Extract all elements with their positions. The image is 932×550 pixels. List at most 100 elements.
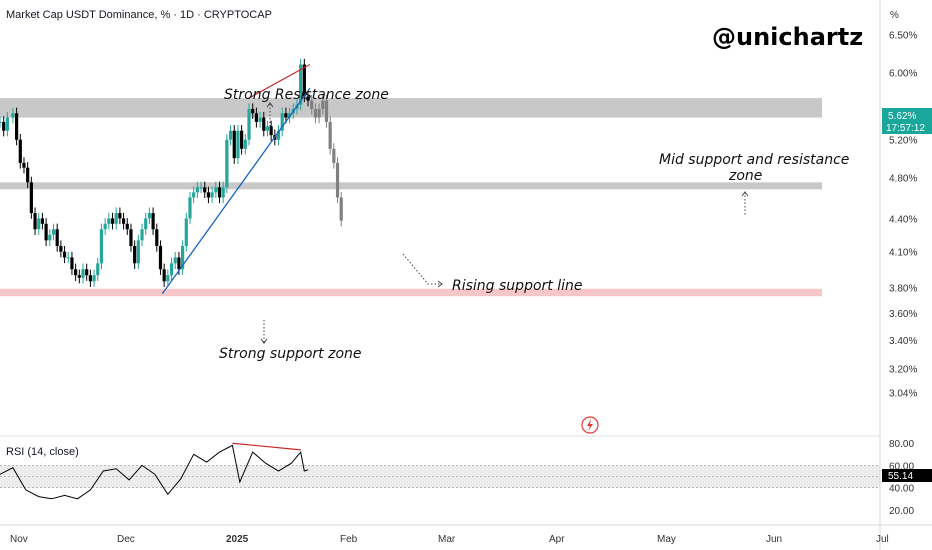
- candle-72: [265, 126, 270, 131]
- rsi-badge: 55.14: [882, 469, 932, 482]
- candle-65: [240, 130, 244, 149]
- annotation-rising: Rising support line: [452, 278, 582, 294]
- forecast-candle-3: [321, 100, 325, 109]
- candle-10: [37, 218, 41, 230]
- candle-57: [210, 192, 214, 198]
- candle-36: [133, 245, 137, 264]
- candle-35: [129, 229, 133, 246]
- price-tick-3: 4.80%: [889, 173, 917, 184]
- rsi-label: RSI (14, close): [6, 446, 79, 458]
- rsi-axis: 80.00 60.00 40.00 20.00: [889, 439, 914, 517]
- forecast-candle-6: [332, 148, 336, 163]
- candle-55: [203, 187, 207, 193]
- forecast-candle-1: [313, 108, 318, 118]
- candle-32: [118, 213, 122, 219]
- price-axis: 6.50% 6.00% 5.20% 4.80% 4.40% 4.10% 3.80% 3.60%…: [889, 31, 917, 400]
- rsi-badge-value: 55.14: [888, 471, 913, 482]
- candle-43: [158, 245, 163, 270]
- candle-66: [243, 139, 247, 149]
- candle-48: [177, 257, 181, 270]
- x-tick-8: Jul: [876, 534, 889, 545]
- candle-1: [2, 121, 6, 131]
- candle-62: [228, 130, 233, 140]
- candle-45: [166, 275, 170, 282]
- candle-67: [247, 108, 251, 140]
- price-tick-4: 4.40%: [889, 214, 917, 225]
- candle-47: [173, 257, 177, 264]
- candle-11: [40, 218, 45, 224]
- x-tick-5: Apr: [549, 534, 565, 545]
- candle-29: [107, 218, 111, 224]
- candle-58: [214, 187, 218, 193]
- candle-14: [51, 229, 56, 235]
- lightning-icon[interactable]: [581, 416, 599, 434]
- annotation-support: Strong support zone: [219, 346, 362, 362]
- rsi-layer: [0, 442, 880, 500]
- x-tick-1: Dec: [117, 534, 135, 545]
- price-tick-8: 3.40%: [889, 336, 917, 347]
- candle-82: [302, 64, 306, 97]
- candle-81: [299, 64, 303, 105]
- price-badge-countdown: 17:57:12: [886, 123, 925, 134]
- forecast-candle-2: [317, 108, 321, 118]
- watermark: @unichartz: [712, 23, 863, 51]
- candle-13: [48, 234, 52, 241]
- candle-16: [59, 245, 63, 252]
- forecast-candle-5: [328, 121, 332, 149]
- unit-label: %: [890, 10, 899, 21]
- candle-39: [144, 218, 148, 230]
- price-tick-7: 3.60%: [889, 309, 917, 320]
- candle-60: [221, 187, 225, 198]
- candle-77: [284, 113, 288, 118]
- price-tick-6: 3.80%: [889, 283, 917, 294]
- candle-33: [121, 218, 126, 224]
- candle-7: [26, 167, 30, 183]
- rsi-tick-1: 60.00: [889, 461, 914, 472]
- candle-59: [217, 187, 222, 198]
- candle-63: [232, 130, 236, 159]
- price-tick-0: 6.50%: [889, 31, 917, 42]
- candle-71: [262, 117, 266, 131]
- rsi-line: [0, 444, 309, 500]
- annotation-arrows: [260, 102, 749, 344]
- candle-41: [151, 213, 155, 230]
- candle-53: [195, 187, 199, 193]
- arrow-rising: [402, 253, 442, 285]
- candle-44: [162, 269, 166, 282]
- arrow-head-rising: [437, 280, 443, 288]
- zone-0: [0, 98, 822, 118]
- candle-3: [11, 113, 15, 118]
- x-tick-6: May: [657, 534, 676, 545]
- chart-title: Market Cap USDT Dominance, % · 1D · CRYP…: [6, 9, 272, 21]
- candle-83: [306, 96, 310, 101]
- plot-background: [0, 0, 880, 525]
- candle-25: [92, 275, 96, 282]
- forecast-candle-7: [335, 162, 340, 198]
- candles-layer: [0, 58, 343, 288]
- candle-8: [29, 182, 33, 214]
- rsi-tick-3: 20.00: [889, 506, 914, 517]
- candle-22: [81, 269, 85, 278]
- candle-21: [77, 275, 81, 278]
- rsi-badge-bg: [882, 469, 932, 482]
- x-tick-3: Feb: [340, 534, 358, 545]
- candle-24: [88, 275, 92, 282]
- arrow-head-resistance: [266, 102, 274, 108]
- candle-50: [184, 218, 188, 246]
- rising-support-line: [161, 87, 311, 295]
- candle-56: [206, 192, 211, 198]
- arrow-head-mid: [741, 191, 749, 197]
- x-tick-2: 2025: [226, 534, 249, 545]
- price-tick-10: 3.04%: [889, 389, 917, 400]
- price-badge-value: 5.62%: [888, 111, 916, 122]
- rsi-divergence-line: [232, 442, 301, 451]
- candle-76: [280, 113, 284, 131]
- candle-54: [199, 187, 203, 189]
- zone-2: [0, 288, 822, 297]
- candle-52: [192, 192, 196, 198]
- rsi-tick-0: 80.00: [889, 439, 914, 450]
- candle-30: [110, 218, 115, 224]
- candle-51: [188, 197, 192, 219]
- price-divergence-line: [248, 63, 311, 99]
